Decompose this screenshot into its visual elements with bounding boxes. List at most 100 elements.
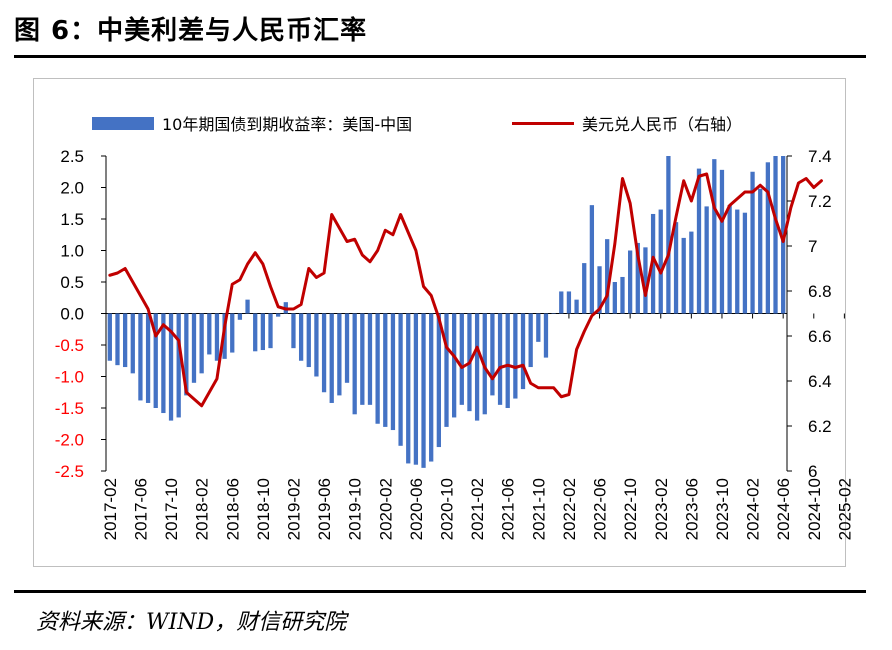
bar [329,313,334,403]
bar [245,299,250,314]
bar [712,159,717,314]
bar [765,162,771,314]
bar [750,171,755,314]
bar [666,156,671,314]
bar [459,313,464,405]
x-tick-label: 2017-02 [101,478,120,540]
x-tick-label: 2023-10 [713,478,732,540]
bar [704,206,709,314]
bar [421,313,426,468]
figure-title: 图 6：中美利差与人民币汇率 [14,16,368,46]
x-tick-label: 2024-10 [805,478,824,540]
right-tick-label: 7.2 [808,192,832,211]
bar [429,313,434,462]
bar [620,276,625,314]
bar [513,313,518,399]
bar [168,313,174,421]
bar [321,313,327,393]
x-tick-label: 2018-10 [254,478,273,540]
legend-line-label: 美元兑人民币（右轴） [582,115,742,134]
bar [589,205,595,314]
bar [352,313,357,415]
bar [214,313,220,361]
bar [505,313,510,408]
x-tick-label: 2018-06 [223,478,242,540]
x-tick-label: 2017-06 [131,478,150,540]
x-tick-label: 2023-06 [682,478,701,540]
x-tick-label: 2022-02 [560,478,579,540]
left-tick-label: 1.5 [60,210,84,229]
x-tick-label: 2017-10 [162,478,181,540]
x-tick-label: 2025-02 [835,478,854,540]
bar [153,313,158,408]
right-tick-label: 6 [808,462,817,481]
left-tick-label: -2.0 [55,431,84,450]
bar [138,313,143,401]
x-tick-label: 2020-06 [407,478,426,540]
bar [628,250,633,314]
bar [390,313,396,431]
bar [115,313,120,366]
bar [658,209,663,314]
left-tick-label: -0.5 [55,336,84,355]
bar [207,313,212,355]
x-tick-label: 2022-10 [621,478,640,540]
x-tick-label: 2018-02 [193,478,212,540]
x-tick-label: 2024-02 [744,478,763,540]
bar [474,313,480,421]
bar [528,313,533,368]
bar [735,209,740,314]
bar [719,169,725,314]
bar [635,242,640,314]
bar [543,313,549,358]
bar [689,231,694,314]
bar [696,168,702,314]
bar [612,282,617,314]
bar [520,313,526,390]
bar [582,263,587,314]
bar [253,313,258,352]
right-tick-label: 7.4 [808,147,832,166]
bar [314,313,319,377]
legend-bar-swatch [92,117,154,130]
left-tick-label: -1.0 [55,368,84,387]
x-tick-label: 2022-06 [591,478,610,540]
bar-series [107,156,786,468]
bar [237,313,243,320]
tick-labels: 2.5 2.0 1.5 1.0 0.5 0.0 -0.5 -1.0 -1.5 -2.0 -2.5 7.… [55,147,855,540]
bar [276,313,281,317]
bar [444,313,449,427]
right-tick-label: 7 [808,237,817,256]
bar [107,313,112,361]
right-tick-label: 6.4 [808,372,832,391]
x-tick-label: 2023-02 [652,478,671,540]
bar [597,266,602,314]
bar [742,212,748,314]
left-tick-label: 2.5 [60,147,84,166]
bar [452,313,457,418]
bar [298,313,304,361]
left-tick-label: 0.5 [60,273,84,292]
x-tick-label: 2019-06 [315,478,334,540]
chart-panel [33,78,846,567]
x-tick-label: 2020-10 [438,478,457,540]
x-tick-label: 2021-02 [468,478,487,540]
x-tick-label: 2020-02 [376,478,395,540]
bar [559,291,564,314]
usdcny-line [108,172,823,408]
bar [337,313,342,396]
x-tick-label: 2019-02 [284,478,303,540]
bar [360,313,365,405]
x-tick-label: 2024-06 [774,478,793,540]
right-tick-label: 6.2 [808,417,832,436]
line-series [108,172,823,408]
bar [643,247,648,314]
bar [268,313,273,349]
legend-bar-label: 10年期国债到期收益率：美国-中国 [162,115,412,134]
bar [536,313,541,342]
source-note: 资料来源：WIND，财信研究院 [36,610,347,635]
bottom-rule [14,590,866,593]
bar [681,237,686,314]
bar [436,313,441,448]
